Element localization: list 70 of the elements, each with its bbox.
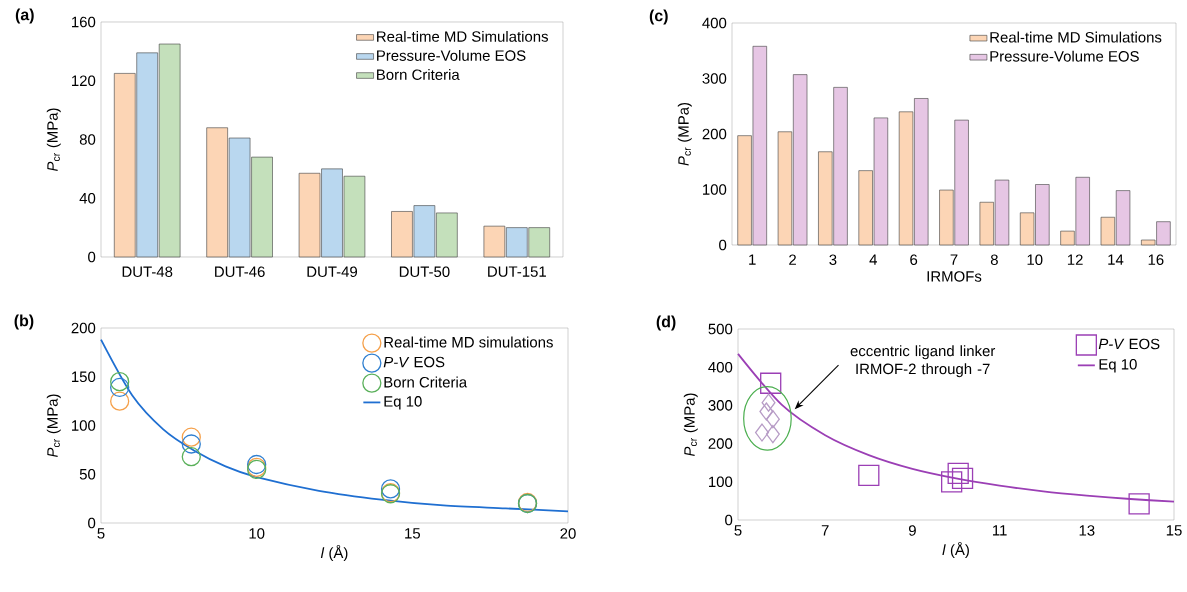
y-tick-label: 500 [708,323,733,335]
y-tick-label: 200 [702,128,727,140]
x-tick-label: 5 [734,525,742,536]
x-tick-label: 6 [910,254,918,265]
y-tick-label: 300 [702,73,727,84]
x-tick-label: 20 [560,528,576,539]
y-tick-label: 200 [708,438,733,449]
x-axis-title: l (Å) [942,541,969,559]
annotation: eccentric ligand linker IRMOF-2 through -7 [850,345,996,378]
y-tick-label: 200 [71,322,96,334]
y-tick-label: 120 [72,75,96,87]
legend-label: Real-time MD Simulations [990,31,1162,43]
x-tick-label: 2 [789,254,796,265]
x-tick-label: DUT-49 [307,266,358,277]
x-axis-title: IRMOFs [927,271,982,282]
legend-label: Born Criteria [384,376,468,388]
legend-label: Eq 10 [384,396,422,410]
y-tick-label: 100 [709,476,733,488]
x-tick-label: 10 [1027,254,1043,265]
legend-label: Born Criteria [377,68,460,80]
x-tick-label: DUT-48 [122,266,173,277]
y-tick-label: 50 [79,468,96,480]
chart-title: (c) [649,9,668,25]
y-tick-label: 0 [719,239,727,251]
legend-label: Real-time MD Simulations [377,30,548,42]
chart-title: (a) [15,8,34,24]
y-tick-label: 0 [88,251,96,263]
y-axis-title: P$_{cr}$ (MPa) [677,102,692,166]
y-tick-label: 160 [72,16,96,28]
x-tick-label: 5 [97,528,105,539]
y-tick-label: 80 [79,134,96,145]
x-tick-label: 7 [950,254,958,265]
y-tick-label: 0 [88,517,96,529]
y-axis-title: P$_{cr}$ (MPa) [683,393,698,457]
x-tick-label: 15 [1166,525,1182,536]
x-tick-label: 8 [990,254,998,265]
y-axis-title: P$_{cr}$ (MPa) [46,108,61,172]
x-tick-label: 9 [908,525,916,536]
y-tick-label: 40 [79,192,96,204]
x-tick-label: 1 [749,254,756,265]
x-tick-label: 16 [1148,254,1164,265]
x-tick-label: DUT-50 [399,266,450,277]
x-tick-label: 15 [405,528,421,539]
x-tick-label: 4 [869,254,877,265]
x-tick-label: DUT-46 [215,266,265,277]
y-tick-label: 150 [72,371,96,383]
y-tick-label: 300 [708,400,733,411]
y-tick-label: 100 [72,420,96,431]
y-axis-title: P$_{cr}$ (MPa) [46,394,61,458]
x-tick-label: 11 [992,525,1007,536]
legend-label: P-V EOS [1098,338,1160,350]
legend-label: Eq 10 [1099,359,1137,373]
x-tick-label: 10 [249,528,265,539]
y-tick-label: 400 [708,361,733,373]
legend-label: Pressure-Volume EOS [990,50,1139,62]
x-tick-label: 13 [1079,525,1095,536]
chart-title: (b) [14,314,34,330]
legend-label: P-V EOS [383,356,445,368]
x-tick-label: 12 [1067,254,1083,265]
y-tick-label: 100 [703,184,727,195]
x-tick-label: DUT-151 [488,266,546,277]
x-tick-label: 7 [821,525,829,536]
legend-label: Real-time MD simulations [384,336,553,348]
y-tick-label: 0 [725,514,733,526]
x-tick-label: 3 [829,254,837,265]
x-axis-title: l (Å) [320,544,348,562]
chart-title: (d) [656,315,676,331]
x-tick-label: 14 [1108,254,1124,265]
y-tick-label: 400 [702,17,727,29]
legend-label: Pressure-Volume EOS [377,49,526,61]
